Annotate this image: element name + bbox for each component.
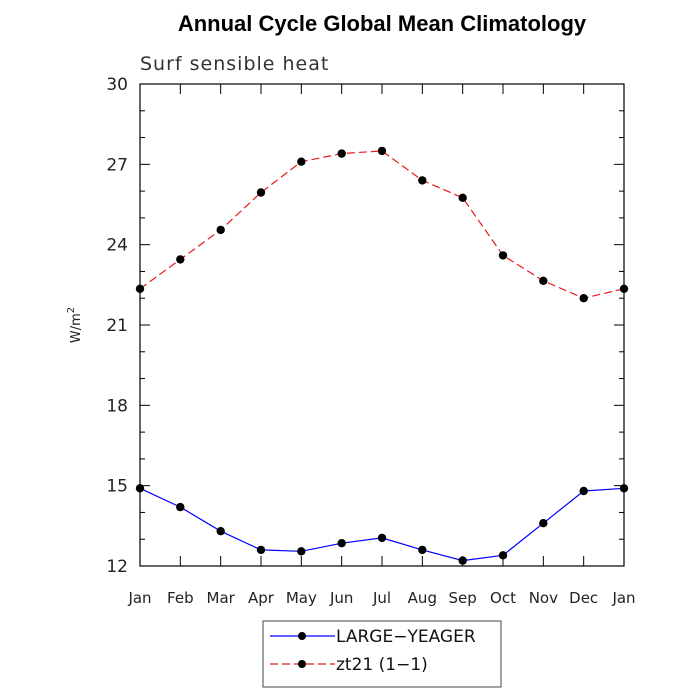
y-tick-label: 18	[106, 396, 128, 416]
y-tick-label: 12	[106, 557, 128, 577]
legend-label-large-yeager: LARGE−YEAGER	[336, 627, 476, 647]
series-line-0	[139, 487, 625, 562]
x-tick-label: Oct	[490, 589, 516, 607]
series-point-1	[539, 276, 548, 285]
series-layer	[135, 146, 629, 565]
series-point-0	[579, 486, 588, 496]
x-tick-label: Nov	[529, 589, 558, 607]
series-point-0	[176, 502, 185, 512]
legend-marker-large-yeager	[298, 632, 306, 640]
y-axis-label-unit: W/m	[69, 313, 84, 343]
x-tick-label: Jul	[372, 589, 391, 607]
series-point-0	[539, 519, 548, 528]
series-point-0	[216, 527, 225, 536]
x-tick-label: Jun	[329, 589, 353, 607]
legend-label-zt21: zt21 (1−1)	[336, 655, 428, 675]
series-point-1	[418, 176, 427, 185]
y-axis: 12 15 18 21 24 27 30	[106, 75, 624, 577]
y-axis-label-superscript: 2	[66, 307, 77, 313]
legend-box	[262, 620, 502, 688]
x-tick-label: Jan	[611, 589, 635, 607]
x-tick-label: Sep	[449, 589, 477, 607]
y-axis-label: W/m2	[66, 307, 84, 343]
y-tick-label: 24	[106, 236, 128, 256]
series-point-0	[458, 556, 467, 565]
series-point-0	[135, 484, 145, 493]
x-tick-label: Mar	[207, 589, 236, 607]
x-tick-label: Apr	[248, 589, 275, 607]
series-point-0	[377, 533, 387, 543]
legend: LARGE−YEAGER zt21 (1−1)	[262, 620, 502, 688]
series-point-0	[337, 539, 346, 548]
series-point-0	[418, 545, 427, 555]
y-tick-label: 15	[106, 477, 128, 497]
chart-subtitle: Surf sensible heat	[140, 53, 329, 75]
series-point-1	[498, 251, 508, 260]
series-point-1	[216, 225, 225, 235]
legend-marker-zt21	[298, 660, 306, 668]
series-point-1	[619, 284, 629, 293]
series-point-1	[458, 193, 467, 202]
series-point-1	[297, 157, 306, 166]
y-tick-label: 21	[106, 316, 128, 336]
series-point-0	[297, 547, 306, 556]
y-tick-label: 27	[106, 155, 128, 175]
x-tick-label: Dec	[569, 589, 598, 607]
series-point-0	[619, 484, 629, 493]
x-axis: Jan Feb Mar Apr May Jun Jul Aug Sep Oct Nov Dec Jan	[127, 84, 636, 607]
series-point-1	[176, 255, 185, 264]
x-tick-label: Feb	[167, 589, 194, 607]
series-point-1	[377, 146, 387, 156]
series-point-1	[256, 188, 266, 197]
series-point-1	[337, 149, 346, 158]
series-point-1	[579, 294, 588, 303]
x-tick-label: Jan	[127, 589, 151, 607]
series-point-0	[498, 551, 508, 560]
y-tick-label: 30	[106, 75, 128, 95]
x-tick-label: Aug	[408, 589, 437, 607]
plot-frame	[139, 83, 625, 567]
series-line-1	[139, 150, 625, 299]
x-tick-label: May	[286, 589, 317, 607]
chart-title: Annual Cycle Global Mean Climatology	[178, 11, 587, 36]
series-point-0	[256, 545, 266, 555]
series-point-1	[135, 284, 145, 293]
